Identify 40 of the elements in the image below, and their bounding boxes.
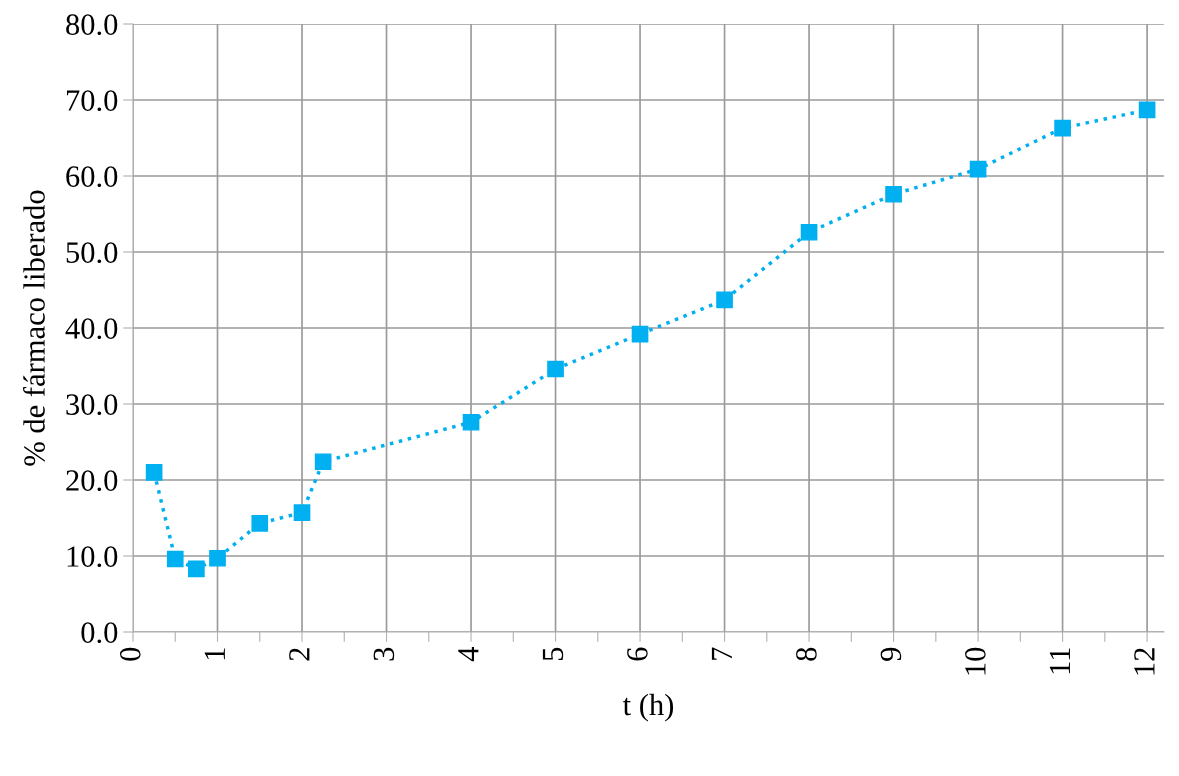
- y-tick-label: 80.0: [66, 14, 118, 36]
- x-tick-label: 10: [965, 647, 986, 675]
- y-tick-label: 60.0: [66, 166, 118, 188]
- y-axis-title: % de fármaco liberado: [23, 190, 45, 466]
- point: [462, 413, 480, 431]
- point: [188, 560, 205, 578]
- y-tick-label: 10.0: [67, 546, 118, 568]
- x-tick-label: 4: [458, 647, 479, 662]
- point: [547, 360, 564, 378]
- x-tick-label: 2: [289, 648, 310, 661]
- x-tick-label: 6: [627, 647, 648, 661]
- x-tick-label: 5: [542, 647, 564, 661]
- point: [1054, 119, 1071, 137]
- point: [800, 223, 818, 241]
- point: [251, 514, 269, 532]
- point: [314, 453, 332, 471]
- point: [1138, 101, 1156, 119]
- x-tick-label: 9: [880, 647, 902, 661]
- x-tick-label: 7: [711, 647, 732, 660]
- point: [293, 504, 311, 522]
- point: [969, 160, 987, 178]
- point: [209, 549, 226, 567]
- point: [885, 185, 902, 203]
- point: [145, 464, 163, 481]
- x-tick-label: 3: [373, 647, 395, 661]
- point: [166, 550, 184, 568]
- point: [716, 291, 733, 309]
- y-tick-label: 20.0: [66, 470, 118, 492]
- y-tick-label: 70.0: [66, 90, 118, 112]
- x-tick-label: 12: [1134, 648, 1155, 675]
- x-tick-label: 0: [120, 647, 141, 661]
- y-tick-label: 40.0: [65, 318, 118, 340]
- x-axis-title: t (h): [622, 693, 674, 722]
- y-tick-label: 30.0: [66, 394, 118, 416]
- y-tick-label: 50.0: [66, 242, 118, 264]
- x-tick-label: 8: [796, 647, 817, 661]
- y-tick-label: 0.0: [81, 622, 118, 644]
- point: [631, 325, 649, 343]
- x-tick-label: 1: [204, 648, 225, 660]
- x-tick-label: 11: [1049, 648, 1070, 674]
